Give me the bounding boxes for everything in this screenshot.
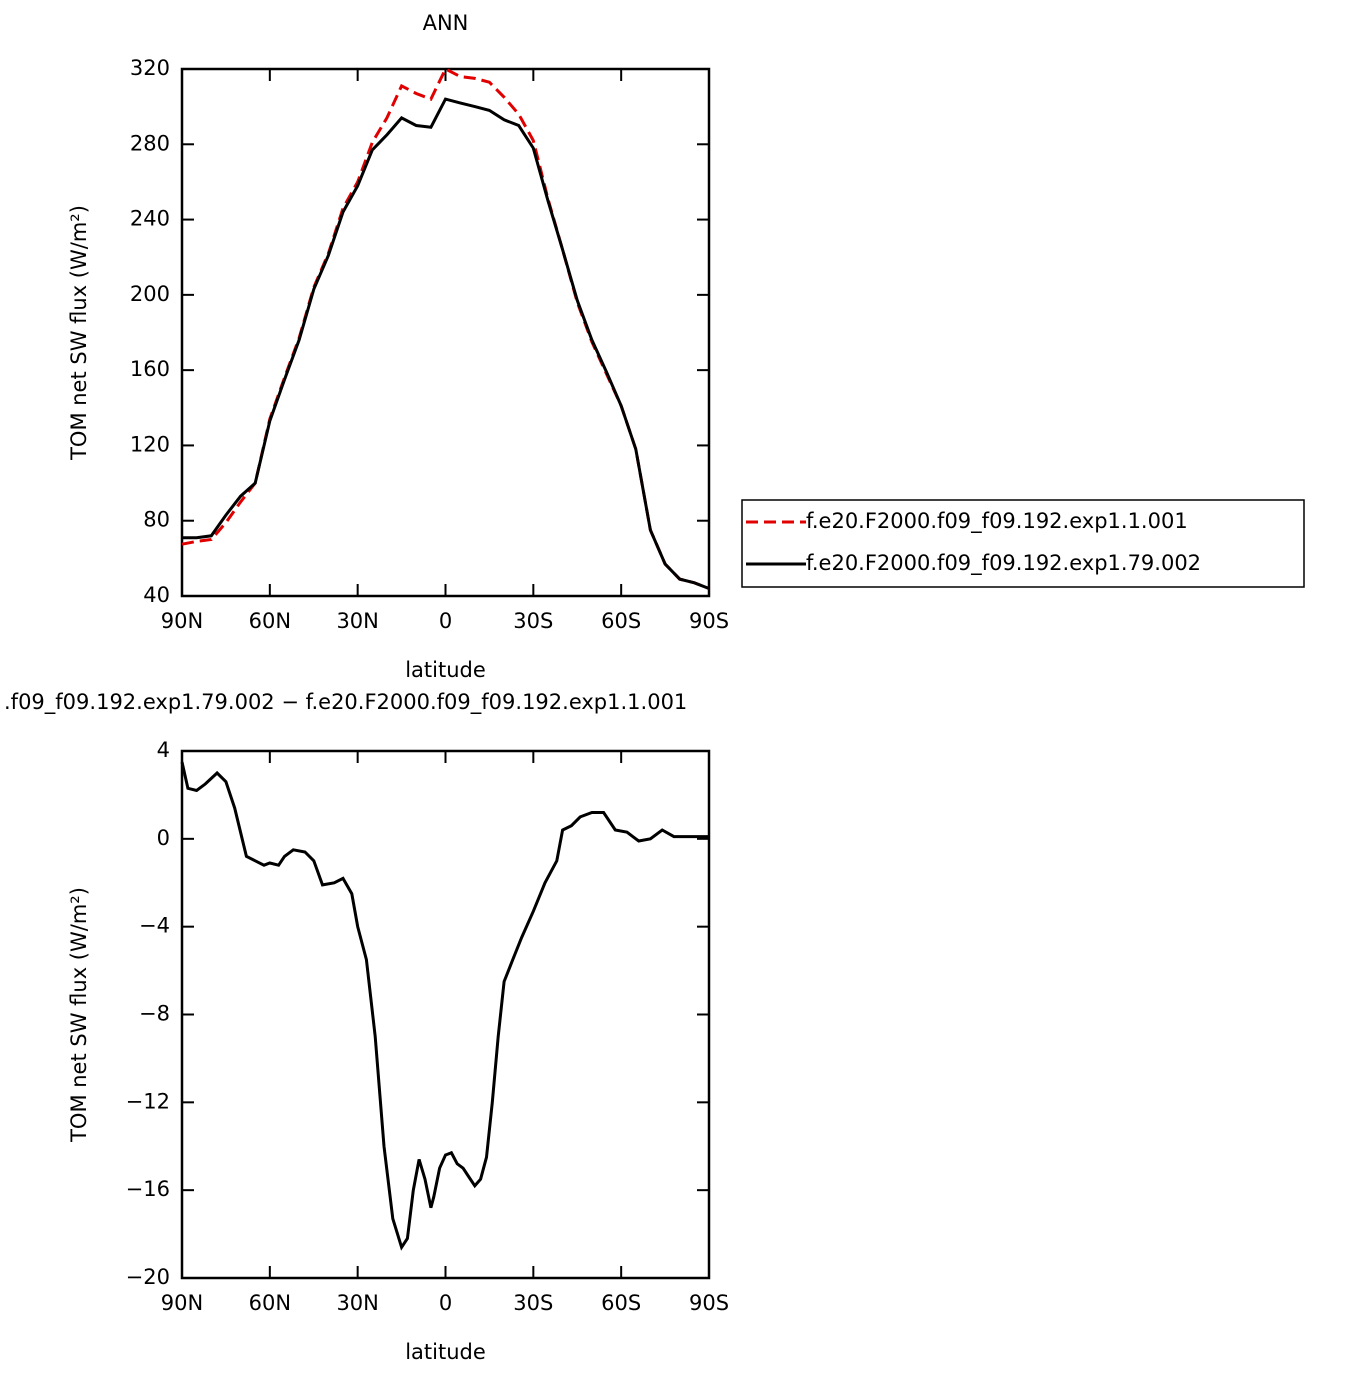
- legend-label: f.e20.F2000.f09_f09.192.exp1.79.002: [806, 551, 1201, 576]
- plot-frame: [180, 67, 711, 598]
- x-tick-label: 60N: [249, 1291, 291, 1315]
- data-line: [180, 761, 709, 1251]
- x-tick-label: 60S: [601, 1291, 641, 1315]
- y-tick-label: −16: [126, 1177, 170, 1201]
- y-tick-label: −4: [139, 914, 170, 938]
- y-tick-label: 80: [143, 508, 170, 532]
- x-tick-label: 60N: [249, 609, 291, 633]
- x-tick-label: 30S: [513, 1291, 553, 1315]
- x-tick-label: 90S: [689, 609, 729, 633]
- x-axis-label: latitude: [405, 1340, 486, 1364]
- y-tick-label: 200: [130, 282, 170, 306]
- y-tick-label: −20: [126, 1265, 170, 1289]
- y-tick-label: 0: [157, 826, 170, 850]
- y-tick-label: 240: [130, 207, 170, 231]
- x-tick-label: 0: [439, 1291, 452, 1315]
- y-tick-label: 280: [130, 131, 170, 155]
- x-tick-label: 90N: [161, 1291, 203, 1315]
- chart-title: ANN: [423, 11, 469, 35]
- y-tick-label: −12: [126, 1089, 170, 1113]
- y-tick-label: −8: [139, 1002, 170, 1026]
- chart-title: .f09_f09.192.exp1.79.002 − f.e20.F2000.f…: [4, 690, 687, 715]
- x-tick-label: 90S: [689, 1291, 729, 1315]
- x-tick-label: 0: [439, 609, 452, 633]
- x-tick-label: 30N: [336, 609, 378, 633]
- x-tick-label: 30N: [336, 1291, 378, 1315]
- legend-label: f.e20.F2000.f09_f09.192.exp1.1.001: [806, 509, 1188, 534]
- y-tick-label: 40: [143, 583, 170, 607]
- data-line: [182, 97, 710, 590]
- y-axis-label: TOM net SW flux (W/m²): [67, 205, 91, 461]
- plot-frame: [180, 749, 711, 1280]
- x-tick-label: 60S: [601, 609, 641, 633]
- legend-box: [741, 499, 1305, 588]
- y-tick-label: 120: [130, 432, 170, 456]
- x-tick-label: 30S: [513, 609, 553, 633]
- y-tick-label: 4: [157, 738, 170, 762]
- x-axis-label: latitude: [405, 658, 486, 682]
- data-line: [181, 66, 710, 590]
- x-tick-label: 90N: [161, 609, 203, 633]
- y-axis-label: TOM net SW flux (W/m²): [67, 887, 91, 1143]
- y-tick-label: 160: [130, 357, 170, 381]
- y-tick-label: 320: [130, 56, 170, 80]
